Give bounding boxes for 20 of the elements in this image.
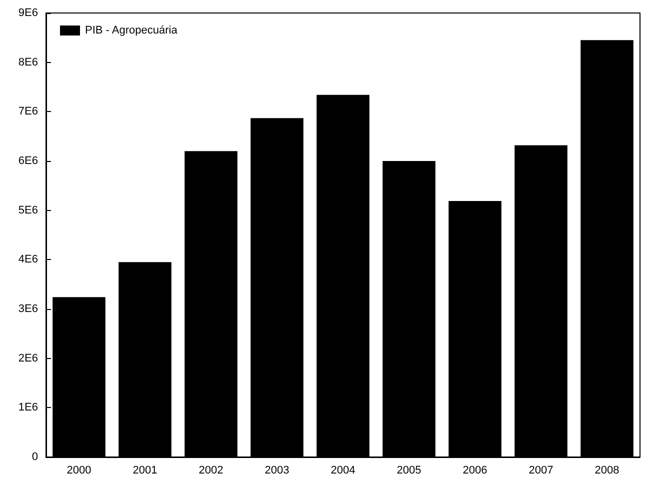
- x-tick-label: 2006: [462, 464, 488, 476]
- y-tick-label: 7E6: [18, 106, 38, 118]
- x-tick-label: 2000: [66, 464, 92, 476]
- y-tick-label: 1E6: [18, 402, 38, 414]
- x-tick-label: 2001: [132, 464, 158, 476]
- y-tick-label: 4E6: [18, 254, 38, 266]
- x-tick-label: 2005: [396, 464, 422, 476]
- x-tick-label: 2002: [198, 464, 224, 476]
- x-tick-label: 2008: [594, 464, 620, 476]
- y-tick-label: 5E6: [18, 204, 38, 216]
- y-tick-label: 8E6: [18, 56, 38, 68]
- x-tick-label: 2003: [264, 464, 290, 476]
- y-tick-label: 2E6: [18, 352, 38, 364]
- x-tick-label: 2004: [330, 464, 356, 476]
- y-tick-label: 3E6: [18, 303, 38, 315]
- y-tick-label: 6E6: [18, 155, 38, 167]
- legend-label: PIB - Agropecuária: [85, 24, 178, 36]
- x-tick-label: 2007: [528, 464, 554, 476]
- y-tick-label: 0: [32, 451, 38, 463]
- y-tick-label: 9E6: [18, 7, 38, 19]
